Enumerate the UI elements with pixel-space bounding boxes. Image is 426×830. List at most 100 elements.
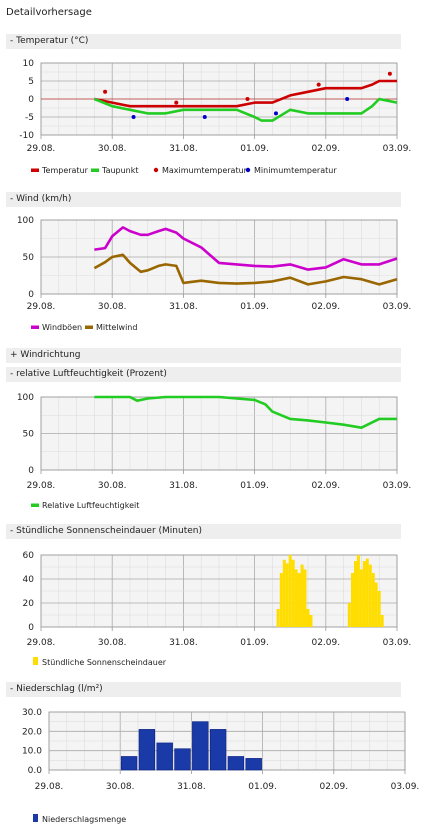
- x-tick-label: 03.09.: [383, 638, 412, 648]
- x-tick-label: 29.08.: [35, 782, 64, 792]
- bar: [359, 569, 363, 627]
- data-point: [273, 111, 278, 116]
- plot-frame: [40, 554, 398, 628]
- bar: [353, 561, 357, 627]
- series-line: [94, 79, 397, 108]
- bar: [380, 615, 384, 627]
- x-tick-label: 29.08.: [27, 638, 56, 648]
- data-point: [174, 100, 179, 105]
- bar: [300, 564, 304, 627]
- y-tick-label: 20.0: [22, 727, 42, 737]
- x-tick-label: 03.09.: [391, 782, 420, 792]
- y-tick-label: 0: [28, 290, 34, 300]
- legend-swatch: [153, 167, 159, 173]
- x-tick-label: 03.09.: [383, 302, 412, 312]
- bar: [374, 582, 378, 627]
- y-tick-label: 100: [17, 393, 34, 403]
- section-header-sun[interactable]: - Stündliche Sonnenscheindauer (Minuten): [6, 524, 401, 539]
- legend-label: Niederschlagsmenge: [42, 815, 126, 824]
- bar: [288, 555, 292, 627]
- bar: [347, 603, 351, 627]
- y-tick-label: 0: [28, 466, 34, 476]
- precipitation-chart: 30.0 20.0 10.0 0.0 29.08. 30.08. 31.08. 01.09. 0…: [22, 708, 420, 824]
- legend-label: Mittelwind: [96, 323, 137, 332]
- x-tick-label: 02.09.: [311, 638, 340, 648]
- plot-frame: [40, 219, 398, 295]
- x-tick-label: 31.08.: [177, 782, 206, 792]
- y-tick-label: 10: [23, 59, 35, 69]
- bar: [368, 564, 372, 627]
- x-tick-label: 29.08.: [27, 144, 56, 154]
- x-tick-label: 03.09.: [383, 481, 412, 491]
- bar: [377, 591, 381, 627]
- x-tick-label: 30.08.: [98, 638, 127, 648]
- bar: [303, 569, 307, 627]
- y-tick-label: 60: [23, 551, 35, 561]
- wind-chart: 100 50 0 29.08. 30.08. 31.08. 01.09. 02.09. 03.0…: [17, 216, 412, 332]
- data-point: [387, 71, 392, 76]
- x-tick-label: 29.08.: [27, 302, 56, 312]
- section-header-wind[interactable]: - Wind (km/h): [6, 192, 401, 207]
- x-tick-label: 30.08.: [106, 782, 135, 792]
- legend-swatch: [33, 814, 38, 822]
- bar: [294, 569, 298, 627]
- bar: [227, 756, 245, 771]
- legend-label: Relative Luftfeuchtigkeit: [42, 501, 139, 510]
- x-tick-label: 02.09.: [311, 302, 340, 312]
- x-tick-label: 03.09.: [383, 144, 412, 154]
- x-tick-label: 31.08.: [169, 638, 198, 648]
- bar: [192, 721, 209, 771]
- bar: [174, 748, 191, 771]
- legend-label: Minimumtemperatur: [254, 166, 337, 175]
- data-point: [345, 97, 350, 101]
- section-header-humidity[interactable]: - relative Luftfeuchtigkeit (Prozent): [6, 367, 401, 382]
- data-point: [103, 89, 108, 94]
- bar: [276, 609, 280, 627]
- legend-swatch: [31, 168, 39, 172]
- bar: [291, 559, 295, 627]
- y-tick-label: 0: [28, 95, 34, 105]
- temperature-chart: 10 5 0 -5 -10 29.08. 30.08. 31.08. 01.09. 02.09. 0…: [19, 59, 412, 175]
- bar: [282, 559, 286, 627]
- y-tick-label: 50: [23, 430, 35, 440]
- bar: [351, 573, 354, 627]
- bar: [285, 563, 289, 627]
- legend-label: Maximumtemperatur: [162, 166, 248, 175]
- bar: [209, 729, 227, 771]
- x-tick-label: 01.09.: [248, 782, 277, 792]
- x-tick-label: 02.09.: [319, 782, 348, 792]
- x-tick-label: 31.08.: [169, 302, 198, 312]
- y-tick-label: -10: [19, 131, 34, 141]
- section-header-winddir[interactable]: + Windrichtung: [6, 348, 401, 363]
- x-tick-label: 02.09.: [311, 481, 340, 491]
- data-point: [316, 82, 321, 87]
- legend-label: Stündliche Sonnenscheindauer: [42, 658, 167, 667]
- y-tick-label: 5: [28, 77, 34, 87]
- x-tick-label: 02.09.: [311, 144, 340, 154]
- bar: [365, 558, 369, 627]
- bar: [297, 573, 301, 627]
- bar: [120, 756, 138, 771]
- bar: [156, 742, 173, 771]
- bar: [309, 615, 313, 627]
- sunshine-chart: 60 40 20 0 29.08. 30.08. 31.08. 01.09. 02.09. 03.…: [23, 551, 412, 667]
- legend-swatch: [31, 325, 39, 329]
- bar: [245, 758, 262, 771]
- section-header-precip[interactable]: - Niederschlag (l/m²): [6, 682, 401, 697]
- page-title: Detailvorhersage: [6, 7, 92, 18]
- legend-swatch: [33, 657, 38, 665]
- bar: [371, 573, 375, 627]
- section-header-temperature[interactable]: - Temperatur (°C): [6, 34, 401, 49]
- bar: [279, 573, 283, 627]
- data-point: [131, 115, 136, 119]
- legend-label: Temperatur: [41, 166, 89, 175]
- legend-swatch: [31, 503, 39, 507]
- y-tick-label: 10.0: [22, 747, 42, 757]
- bar: [362, 561, 366, 627]
- y-tick-label: -5: [25, 113, 34, 123]
- x-tick-label: 31.08.: [169, 144, 198, 154]
- bar: [138, 729, 156, 771]
- x-tick-label: 30.08.: [98, 144, 127, 154]
- x-tick-label: 30.08.: [98, 481, 127, 491]
- legend-swatch: [245, 167, 251, 173]
